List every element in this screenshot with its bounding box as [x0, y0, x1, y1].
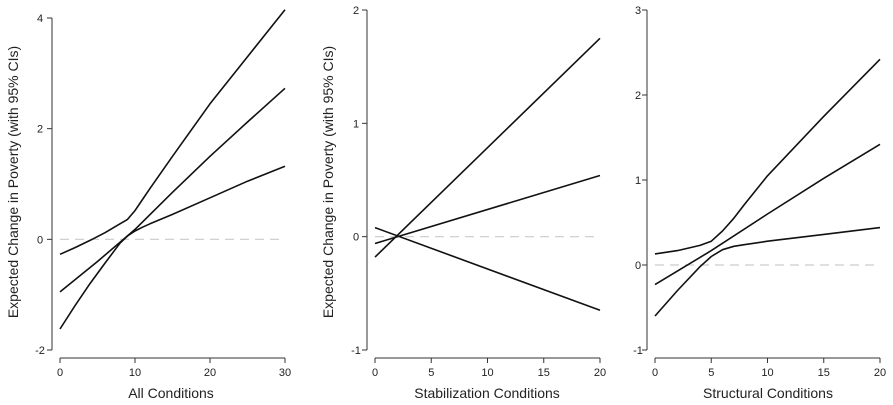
- y-tick-label: 1: [635, 175, 641, 187]
- x-tick-label: 20: [594, 367, 606, 379]
- x-tick-label: 20: [874, 367, 886, 379]
- upper-ci-line: [59, 9, 286, 256]
- estimate-line: [59, 87, 286, 293]
- x-tick-label: 15: [818, 367, 830, 379]
- estimate-line: [374, 174, 601, 245]
- y-tick-label: 1: [353, 118, 359, 130]
- estimate-line: [654, 143, 881, 286]
- upper-ci-line: [654, 58, 881, 255]
- y-tick-label: 2: [635, 90, 641, 102]
- x-tick-label: 10: [129, 367, 141, 379]
- y-tick-label: 2: [353, 5, 359, 17]
- x-tick-label: 0: [652, 367, 658, 379]
- x-tick-label: 5: [708, 367, 714, 379]
- x-tick-label: 0: [57, 367, 63, 379]
- y-tick-label: -2: [35, 345, 45, 357]
- lower-ci-line: [374, 226, 601, 312]
- x-tick-label: 0: [372, 367, 378, 379]
- lower-ci-line: [59, 165, 286, 330]
- y-tick-label: 0: [37, 234, 43, 246]
- y-axis-title: Expected Change in Poverty (with 95% CIs…: [5, 46, 21, 318]
- y-axis-title: Expected Change in Poverty (with 95% CIs…: [320, 46, 336, 318]
- y-tick-label: 3: [635, 5, 641, 17]
- y-tick-label: 4: [37, 13, 43, 25]
- panel-stabilization-conditions: Stabilization Conditions Expected Change…: [320, 5, 606, 401]
- x-tick-label: 5: [428, 367, 434, 379]
- x-tick-label: 20: [204, 367, 216, 379]
- x-tick-label: 10: [761, 367, 773, 379]
- lower-ci-line: [654, 226, 881, 317]
- x-tick-label: 15: [538, 367, 550, 379]
- y-tick-label: 2: [37, 124, 43, 136]
- panel-all-conditions: All Conditions Expected Change in Povert…: [5, 9, 291, 401]
- upper-ci-line: [374, 37, 601, 258]
- x-axis-title: All Conditions: [128, 385, 214, 401]
- x-axis-title: Stabilization Conditions: [414, 385, 560, 401]
- y-tick-label: -1: [351, 345, 361, 357]
- panel-structural-conditions: Structural Conditions 0 5 10 15 20 -1 0 1 2 3: [633, 5, 886, 401]
- x-tick-label: 10: [481, 367, 493, 379]
- y-tick-label: 0: [353, 232, 359, 244]
- y-tick-label: 0: [635, 260, 641, 272]
- x-tick-label: 30: [279, 367, 291, 379]
- x-axis-title: Structural Conditions: [703, 385, 833, 401]
- y-tick-label: -1: [633, 345, 643, 357]
